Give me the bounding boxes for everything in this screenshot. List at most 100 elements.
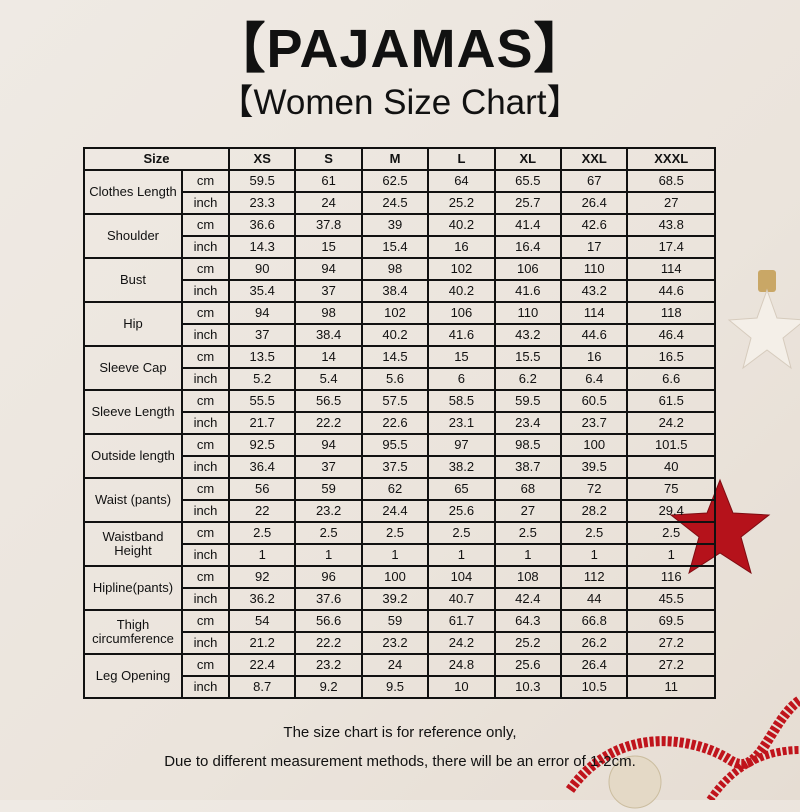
measurement-value: 24.2 bbox=[626, 411, 716, 435]
measurement-value: 44.6 bbox=[626, 279, 716, 303]
disclaimer-line-2: Due to different measurement methods, th… bbox=[164, 753, 636, 770]
measurement-value: 69.5 bbox=[626, 609, 716, 633]
measurement-value: 59.5 bbox=[493, 389, 563, 413]
measurement-value: 22.6 bbox=[360, 411, 430, 435]
measurement-value: 106 bbox=[427, 301, 496, 325]
measurement-value: 6.2 bbox=[493, 367, 563, 391]
measurement-value: 64.3 bbox=[493, 609, 563, 633]
unit-label: cm bbox=[181, 433, 230, 457]
unit-label: cm bbox=[181, 565, 230, 589]
measurement-value: 95.5 bbox=[360, 433, 430, 457]
measurement-value: 42.4 bbox=[493, 587, 563, 611]
table-row: Thigh circumference cm 54 56.6 59 61.7 64.3 66.… bbox=[83, 609, 716, 655]
measurement-value: 96 bbox=[294, 565, 363, 589]
measurement-value: 66.8 bbox=[560, 609, 629, 633]
measurement-value: 65.5 bbox=[493, 169, 563, 193]
size-column-header: S bbox=[294, 147, 363, 171]
measurement-value: 25.2 bbox=[493, 631, 563, 655]
measurement-value: 62.5 bbox=[360, 169, 430, 193]
measurement-value: 92.5 bbox=[227, 433, 297, 457]
table-row: Sleeve Length cm 55.5 56.5 57.5 58.5 59.5 60.5 6… bbox=[83, 389, 716, 435]
table-row: inch 35.4 37 38.4 40.2 41.6 43.2 44.6 bbox=[84, 279, 716, 303]
measurement-value: 64 bbox=[427, 169, 496, 193]
measurement-value: 8.7 bbox=[227, 675, 297, 699]
measurement-value: 39 bbox=[360, 213, 430, 237]
measurement-value: 15 bbox=[427, 345, 496, 369]
page-title: 【PAJAMAS】 bbox=[211, 19, 589, 79]
measurement-value: 9.2 bbox=[294, 675, 363, 699]
measurement-value: 92 bbox=[227, 565, 297, 589]
measurement-value: 37 bbox=[227, 323, 297, 347]
measurement-value: 27 bbox=[493, 499, 563, 523]
size-column-header: XXXL bbox=[626, 147, 716, 171]
measurement-value: 94 bbox=[294, 257, 363, 281]
measurement-label: Outside length bbox=[83, 433, 183, 479]
measurement-value: 94 bbox=[294, 433, 363, 457]
measurement-label: Bust bbox=[83, 257, 183, 303]
table-row: Shoulder cm 36.6 37.8 39 40.2 41.4 42.6 43.8 bbox=[83, 213, 716, 259]
measurement-value: 16 bbox=[427, 235, 496, 259]
unit-label: cm bbox=[181, 521, 230, 545]
measurement-value: 23.7 bbox=[560, 411, 629, 435]
measurement-value: 15 bbox=[294, 235, 363, 259]
disclaimer-line-1: The size chart is for reference only, bbox=[283, 724, 517, 741]
measurement-value: 26.4 bbox=[560, 191, 629, 215]
measurement-value: 17.4 bbox=[626, 235, 716, 259]
measurement-value: 36.4 bbox=[227, 455, 297, 479]
table-row: inch 22 23.2 24.4 25.6 27 28.2 29.4 bbox=[84, 499, 716, 523]
measurement-value: 24.4 bbox=[360, 499, 430, 523]
unit-label: inch bbox=[181, 367, 230, 391]
measurement-value: 37.8 bbox=[294, 213, 363, 237]
measurement-value: 54 bbox=[227, 609, 297, 633]
unit-label: cm bbox=[181, 609, 230, 633]
measurement-value: 42.6 bbox=[560, 213, 629, 237]
measurement-value: 68.5 bbox=[626, 169, 716, 193]
unit-label: cm bbox=[181, 389, 230, 413]
measurement-value: 98 bbox=[294, 301, 363, 325]
measurement-value: 94 bbox=[227, 301, 297, 325]
measurement-value: 40.2 bbox=[427, 279, 496, 303]
measurement-value: 5.2 bbox=[227, 367, 297, 391]
measurement-value: 2.5 bbox=[227, 521, 297, 545]
size-header-row: Size XS S M L XL XXL XXXL bbox=[83, 147, 716, 171]
size-column-header: XS bbox=[227, 147, 297, 171]
table-row: Bust cm 90 94 98 102 106 110 114 bbox=[83, 257, 716, 303]
table-row: inch 1 1 1 1 1 1 1 bbox=[84, 543, 716, 567]
unit-label: cm bbox=[181, 257, 230, 281]
measurement-value: 61.7 bbox=[427, 609, 496, 633]
table-row: inch 14.3 15 15.4 16 16.4 17 17.4 bbox=[84, 235, 716, 259]
unit-label: inch bbox=[181, 455, 230, 479]
measurement-value: 112 bbox=[560, 565, 629, 589]
measurement-value: 59 bbox=[294, 477, 363, 501]
measurement-value: 114 bbox=[626, 257, 716, 281]
table-row: Clothes Length cm 59.5 61 62.5 64 65.5 67 68.5 bbox=[83, 169, 716, 215]
measurement-value: 38.7 bbox=[493, 455, 563, 479]
measurement-value: 102 bbox=[427, 257, 496, 281]
measurement-value: 24 bbox=[294, 191, 363, 215]
measurement-value: 10 bbox=[427, 675, 496, 699]
table-row: inch 36.4 37 37.5 38.2 38.7 39.5 40 bbox=[84, 455, 716, 479]
measurement-value: 100 bbox=[360, 565, 430, 589]
measurement-value: 2.5 bbox=[294, 521, 363, 545]
measurement-label: Sleeve Cap bbox=[83, 345, 183, 391]
measurement-value: 39.2 bbox=[360, 587, 430, 611]
table-row: inch 23.3 24 24.5 25.2 25.7 26.4 27 bbox=[84, 191, 716, 215]
measurement-value: 1 bbox=[427, 543, 496, 567]
measurement-value: 101.5 bbox=[626, 433, 716, 457]
measurement-value: 24.5 bbox=[360, 191, 430, 215]
measurement-value: 25.7 bbox=[493, 191, 563, 215]
table-row: Hipline(pants) cm 92 96 100 104 108 112 116 bbox=[83, 565, 716, 611]
measurement-value: 13.5 bbox=[227, 345, 297, 369]
table-row: inch 21.7 22.2 22.6 23.1 23.4 23.7 24.2 bbox=[84, 411, 716, 435]
measurement-value: 22.2 bbox=[294, 411, 363, 435]
table-row: Waistband Height cm 2.5 2.5 2.5 2.5 2.5 2.5 2.5 bbox=[83, 521, 716, 567]
size-column-header: XXL bbox=[560, 147, 629, 171]
measurement-value: 6.6 bbox=[626, 367, 716, 391]
table-row: inch 8.7 9.2 9.5 10 10.3 10.5 11 bbox=[84, 675, 716, 699]
unit-label: inch bbox=[181, 675, 230, 699]
measurement-value: 14 bbox=[294, 345, 363, 369]
measurement-value: 44.6 bbox=[560, 323, 629, 347]
measurement-value: 68 bbox=[493, 477, 563, 501]
measurement-value: 9.5 bbox=[360, 675, 430, 699]
measurement-value: 2.5 bbox=[427, 521, 496, 545]
